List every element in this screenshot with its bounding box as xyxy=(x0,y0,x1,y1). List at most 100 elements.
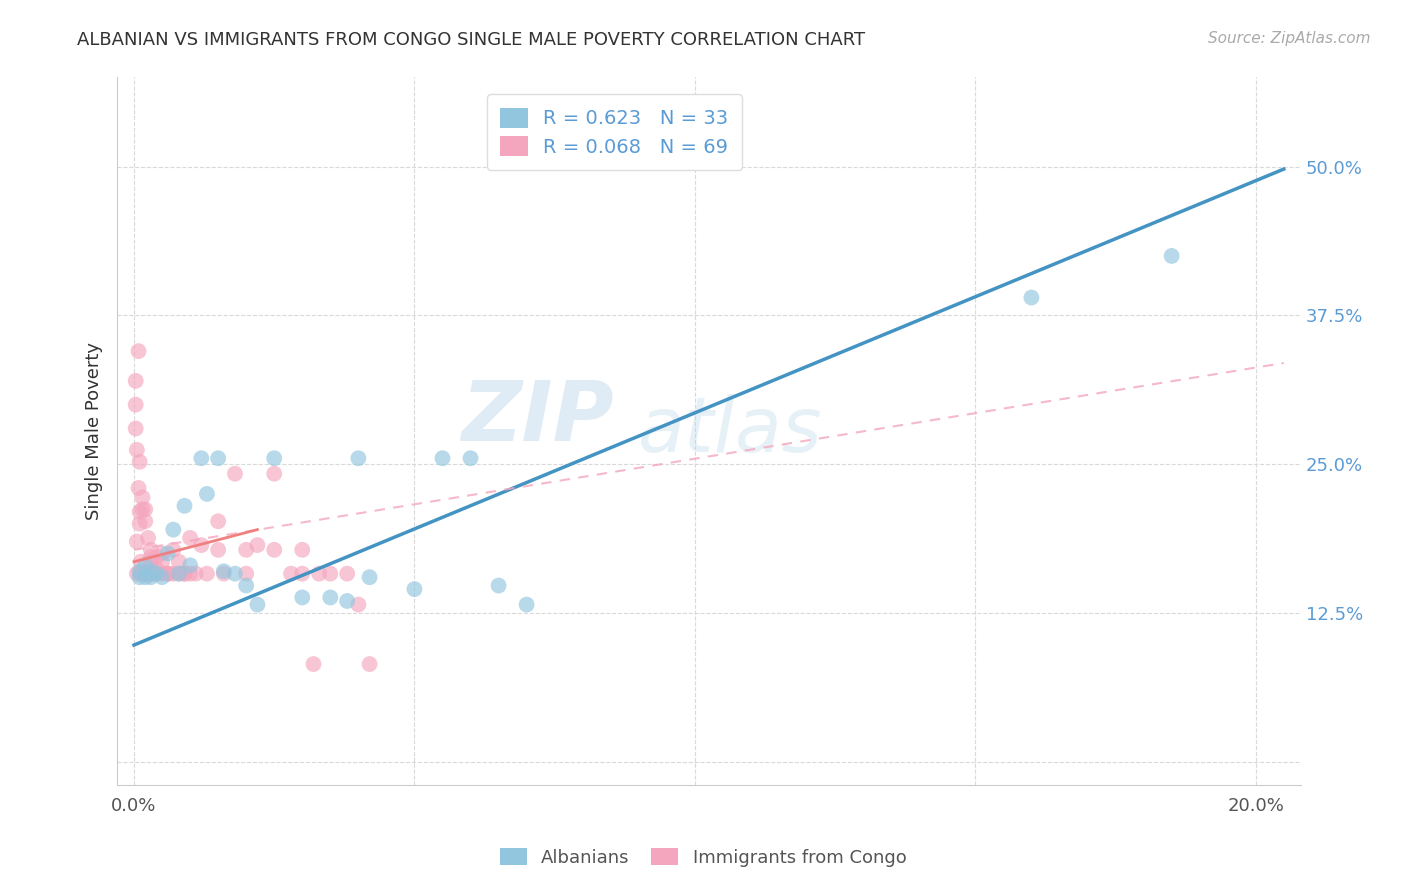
Text: ZIP: ZIP xyxy=(461,376,614,458)
Point xyxy=(128,481,150,495)
Point xyxy=(207,451,229,466)
Point xyxy=(128,455,150,469)
Point xyxy=(134,558,156,573)
Point xyxy=(134,566,156,581)
Point xyxy=(139,566,162,581)
Point xyxy=(224,566,246,581)
Point xyxy=(134,514,156,528)
Point xyxy=(156,566,179,581)
Point xyxy=(156,546,179,560)
Point xyxy=(125,442,148,457)
Point xyxy=(145,562,167,576)
Point xyxy=(319,566,342,581)
Point xyxy=(139,555,162,569)
Point xyxy=(347,598,370,612)
Point xyxy=(291,542,314,557)
Point xyxy=(162,542,184,557)
Point xyxy=(359,570,381,584)
Point xyxy=(134,570,156,584)
Point xyxy=(460,451,482,466)
Point xyxy=(263,467,285,481)
Point xyxy=(134,566,156,581)
Point xyxy=(125,421,148,435)
Point xyxy=(125,566,148,581)
Point xyxy=(302,657,325,671)
Point xyxy=(173,566,195,581)
Point xyxy=(150,570,173,584)
Point xyxy=(129,555,152,569)
Point xyxy=(125,534,148,549)
Point xyxy=(212,564,235,578)
Point xyxy=(131,491,153,505)
Point xyxy=(131,502,153,516)
Point xyxy=(125,398,148,412)
Point xyxy=(134,566,156,581)
Point xyxy=(139,570,162,584)
Point xyxy=(190,451,212,466)
Point xyxy=(128,570,150,584)
Point xyxy=(224,467,246,481)
Point xyxy=(156,566,179,581)
Point xyxy=(1160,249,1182,263)
Point xyxy=(207,514,229,528)
Point xyxy=(190,538,212,552)
Point xyxy=(134,566,156,581)
Point xyxy=(139,549,162,564)
Point xyxy=(246,598,269,612)
Point xyxy=(128,566,150,581)
Point xyxy=(263,542,285,557)
Point xyxy=(139,566,162,581)
Point xyxy=(139,566,162,581)
Point xyxy=(162,566,184,581)
Point xyxy=(139,564,162,578)
Point xyxy=(319,591,342,605)
Point xyxy=(235,542,257,557)
Point xyxy=(1021,291,1043,305)
Point xyxy=(336,566,359,581)
Point xyxy=(263,451,285,466)
Point xyxy=(516,598,538,612)
Point xyxy=(195,487,218,501)
Point xyxy=(128,505,150,519)
Point xyxy=(136,531,159,545)
Point xyxy=(280,566,302,581)
Point xyxy=(145,549,167,564)
Point xyxy=(184,566,207,581)
Point xyxy=(156,566,179,581)
Point xyxy=(173,499,195,513)
Point xyxy=(336,594,359,608)
Point xyxy=(207,542,229,557)
Point xyxy=(235,578,257,592)
Point xyxy=(179,558,201,573)
Y-axis label: Single Male Poverty: Single Male Poverty xyxy=(86,343,103,520)
Legend: Albanians, Immigrants from Congo: Albanians, Immigrants from Congo xyxy=(492,841,914,874)
Point xyxy=(131,566,153,581)
Point xyxy=(150,566,173,581)
Point xyxy=(212,566,235,581)
Legend: R = 0.623   N = 33, R = 0.068   N = 69: R = 0.623 N = 33, R = 0.068 N = 69 xyxy=(486,95,742,170)
Point xyxy=(347,451,370,466)
Point xyxy=(173,566,195,581)
Point xyxy=(145,566,167,581)
Point xyxy=(291,566,314,581)
Point xyxy=(128,516,150,531)
Point xyxy=(195,566,218,581)
Point xyxy=(167,555,190,569)
Point xyxy=(167,566,190,581)
Point xyxy=(145,566,167,581)
Point xyxy=(308,566,330,581)
Point xyxy=(128,344,150,359)
Point xyxy=(359,657,381,671)
Text: Source: ZipAtlas.com: Source: ZipAtlas.com xyxy=(1208,31,1371,46)
Point xyxy=(432,451,454,466)
Point xyxy=(145,566,167,581)
Point xyxy=(179,531,201,545)
Point xyxy=(139,542,162,557)
Point xyxy=(125,374,148,388)
Point xyxy=(150,546,173,560)
Point xyxy=(291,591,314,605)
Point xyxy=(142,566,165,581)
Text: atlas: atlas xyxy=(638,394,823,468)
Point xyxy=(235,566,257,581)
Point xyxy=(134,502,156,516)
